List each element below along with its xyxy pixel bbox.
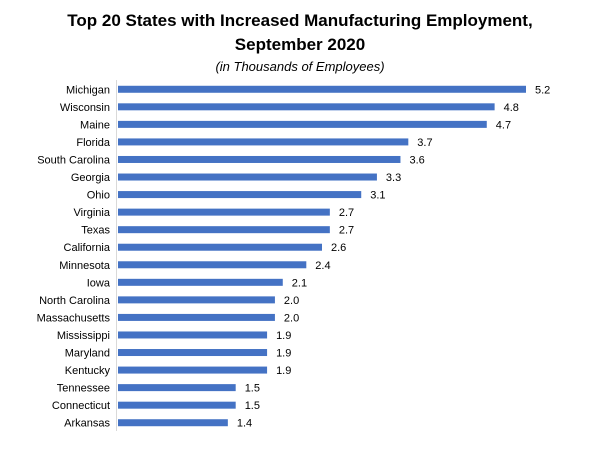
bar <box>118 419 228 427</box>
category-label: Minnesota <box>59 260 111 272</box>
chart-title-line-2: September 2020 <box>234 35 366 54</box>
chart-title-line-1: Top 20 States with Increased Manufacturi… <box>67 11 533 30</box>
bars-group: Michigan 5.2 Wisconsin 4.8 Maine 4.7 Florida 3.… <box>37 84 551 429</box>
data-label: 2.1 <box>292 277 307 289</box>
data-label: 1.5 <box>245 383 260 395</box>
data-label: 1.9 <box>276 365 291 377</box>
category-label: Kentucky <box>65 365 111 377</box>
category-label: Maine <box>80 119 110 131</box>
category-label: Tennessee <box>57 383 110 395</box>
bar <box>118 191 362 199</box>
bar <box>118 384 236 392</box>
data-label: 5.2 <box>535 84 550 96</box>
category-label: Ohio <box>87 190 110 202</box>
bar <box>118 226 330 234</box>
data-label: 1.9 <box>276 330 291 342</box>
category-label: Massachusetts <box>37 312 111 324</box>
data-label: 2.0 <box>284 312 299 324</box>
bar <box>118 331 268 339</box>
chart-subtitle: (in Thousands of Employees) <box>215 59 385 74</box>
bar <box>118 120 487 128</box>
category-label: Iowa <box>87 277 111 289</box>
data-label: 1.4 <box>237 418 252 430</box>
data-label: 3.7 <box>417 137 432 149</box>
data-label: 1.9 <box>276 348 291 360</box>
bar <box>118 366 268 374</box>
bar <box>118 349 268 357</box>
data-label: 3.6 <box>409 154 424 166</box>
bar <box>118 103 495 111</box>
bar <box>118 261 307 269</box>
data-label: 4.7 <box>496 119 511 131</box>
category-label: South Carolina <box>37 154 111 166</box>
data-label: 2.0 <box>284 295 299 307</box>
bar <box>118 401 236 409</box>
bar <box>118 208 330 216</box>
bar <box>118 296 275 304</box>
category-label: Michigan <box>66 84 110 96</box>
category-label: Arkansas <box>64 418 110 430</box>
category-label: California <box>64 242 111 254</box>
category-label: North Carolina <box>39 295 111 307</box>
data-label: 2.7 <box>339 207 354 219</box>
category-label: Connecticut <box>52 400 110 412</box>
data-label: 3.3 <box>386 172 401 184</box>
category-label: Georgia <box>71 172 111 184</box>
data-label: 2.6 <box>331 242 346 254</box>
bar <box>118 138 409 146</box>
data-label: 2.7 <box>339 225 354 237</box>
data-label: 1.5 <box>245 400 260 412</box>
category-label: Maryland <box>65 348 110 360</box>
bar <box>118 313 275 321</box>
category-label: Wisconsin <box>60 102 110 114</box>
bar <box>118 173 377 181</box>
data-label: 3.1 <box>370 190 385 202</box>
data-label: 2.4 <box>315 260 330 272</box>
category-label: Mississippi <box>57 330 110 342</box>
category-label: Virginia <box>74 207 111 219</box>
bar <box>118 155 401 163</box>
data-label: 4.8 <box>504 102 519 114</box>
category-label: Texas <box>81 225 110 237</box>
bar <box>118 243 322 251</box>
category-label: Florida <box>76 137 111 149</box>
bar <box>118 278 283 286</box>
bar <box>118 85 526 93</box>
